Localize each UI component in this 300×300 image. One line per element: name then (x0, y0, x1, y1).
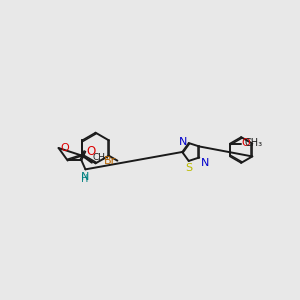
Text: Br: Br (104, 156, 117, 166)
Text: O: O (61, 143, 70, 153)
Text: O: O (86, 145, 95, 158)
Text: O: O (241, 138, 250, 148)
Text: S: S (185, 163, 192, 173)
Text: CH₃: CH₃ (244, 138, 262, 148)
Text: N: N (178, 137, 187, 147)
Text: H: H (81, 174, 88, 184)
Text: N: N (200, 158, 209, 168)
Text: CH₃: CH₃ (92, 153, 109, 162)
Text: N: N (81, 172, 89, 182)
